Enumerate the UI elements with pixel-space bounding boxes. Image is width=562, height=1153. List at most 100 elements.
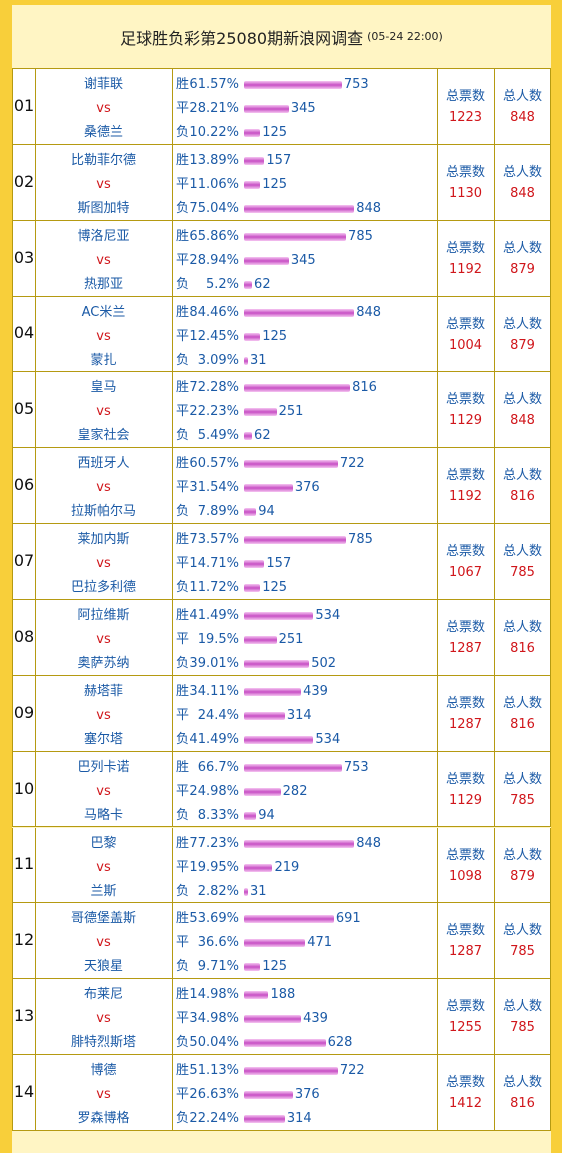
match-row: 02 比勒菲尔德 vs 斯图加特 胜 13.89% 157 平 11.06% 125 负 75.04%… (12, 144, 551, 221)
vote-bar (244, 332, 261, 341)
cell-border (437, 220, 495, 296)
total-label: 总票数 (445, 847, 485, 863)
option-label: 负 (176, 883, 190, 899)
cell-border (437, 979, 495, 1055)
option-label: 负 (176, 959, 190, 975)
cell-border (437, 1055, 495, 1130)
team: vs (96, 1087, 111, 1103)
total-value: 879 (510, 868, 535, 884)
option-label: 胜 (176, 607, 190, 623)
cell-border (35, 144, 173, 220)
total-label: 总票数 (445, 544, 485, 560)
cell-border (437, 827, 495, 903)
total-label: 总票数 (445, 316, 485, 332)
team: vs (96, 631, 111, 647)
percent: 9.71% (197, 959, 239, 975)
option-label: 平 (176, 480, 190, 496)
option-label: 平 (176, 707, 190, 723)
vote-bar (244, 1115, 285, 1124)
percent: 65.86% (189, 228, 239, 244)
option-label: 平 (176, 859, 190, 875)
count: 251 (278, 631, 304, 647)
percent: 60.57% (189, 456, 239, 472)
match-row: 04 AC米兰 vs 蒙扎 胜 84.46% 848 平 12.45% 125 负 3.09% 31 总票… (12, 296, 551, 373)
total-value: 1129 (448, 792, 483, 808)
cell-border (437, 448, 495, 524)
option-label: 平 (176, 252, 190, 268)
cell-border (172, 69, 438, 144)
vote-bar (244, 763, 342, 772)
vote-bar (244, 839, 355, 848)
count: 848 (356, 200, 382, 216)
cell-border (13, 1055, 36, 1130)
total-label: 总人数 (502, 923, 542, 939)
cell-border (35, 827, 173, 903)
match-no: 14 (13, 1081, 35, 1101)
header: 足球胜负彩第25080期新浪网调查 (05-24 22:00) (12, 5, 551, 68)
cell-border (13, 69, 36, 144)
count: 534 (315, 731, 341, 747)
option-label: 平 (176, 101, 190, 116)
cell-border (437, 599, 495, 675)
count: 314 (286, 1111, 312, 1127)
team: 莱加内斯 (77, 532, 130, 548)
total-value: 785 (510, 792, 535, 808)
cell-border (172, 448, 438, 524)
cell-border (13, 448, 36, 524)
team: vs (96, 328, 111, 344)
team: 巴拉多利德 (70, 580, 136, 596)
percent: 5.2% (205, 276, 239, 292)
count: 471 (307, 935, 333, 951)
option-label: 平 (176, 935, 190, 951)
total-value: 848 (510, 185, 535, 201)
percent: 11.72% (189, 580, 239, 596)
vote-bar (244, 811, 257, 820)
team: 塞尔塔 (83, 731, 123, 747)
match-no: 06 (13, 475, 35, 495)
team: 哥德堡盖斯 (70, 911, 136, 927)
team: 博洛尼亚 (77, 228, 130, 244)
option-label: 负 (176, 276, 190, 292)
cell-border (13, 372, 36, 448)
vote-bar (244, 81, 342, 89)
percent: 73.57% (189, 532, 239, 548)
cell-border (437, 751, 495, 827)
percent: 53.69% (189, 911, 239, 927)
percent: 41.49% (189, 731, 239, 747)
total-value: 879 (510, 261, 535, 277)
vote-bar (244, 991, 269, 1000)
cell-border (13, 903, 36, 979)
count: 753 (343, 77, 369, 92)
count: 157 (266, 152, 292, 168)
cell-border (437, 524, 495, 599)
option-label: 胜 (176, 987, 190, 1003)
percent: 34.98% (189, 1011, 239, 1027)
total-value: 785 (510, 1020, 535, 1036)
option-label: 负 (176, 1111, 190, 1127)
match-row: 09 赫塔菲 vs 塞尔塔 胜 34.11% 439 平 24.4% 314 负 41.49% 534 总… (12, 675, 551, 752)
team: vs (96, 176, 111, 192)
count: 753 (343, 759, 369, 775)
cell-border (35, 1055, 173, 1130)
cell-border (35, 296, 173, 372)
team: 蒙扎 (90, 352, 117, 368)
vote-bar (244, 659, 310, 668)
option-label: 平 (176, 783, 190, 799)
percent: 19.5% (197, 631, 239, 647)
team: vs (96, 252, 111, 268)
total-label: 总票数 (445, 619, 485, 635)
count: 691 (335, 911, 361, 927)
total-value: 1098 (448, 868, 483, 884)
cell-border (13, 144, 36, 220)
count: 722 (339, 456, 365, 472)
total-value: 1255 (448, 1020, 483, 1036)
option-label: 负 (176, 200, 190, 216)
count: 94 (258, 807, 275, 823)
vote-bar (244, 560, 265, 569)
cell-border (172, 296, 438, 372)
percent: 39.01% (189, 655, 239, 671)
count: 314 (286, 707, 312, 723)
vote-bar (244, 129, 261, 137)
percent: 34.11% (189, 683, 239, 699)
team: vs (96, 935, 111, 951)
